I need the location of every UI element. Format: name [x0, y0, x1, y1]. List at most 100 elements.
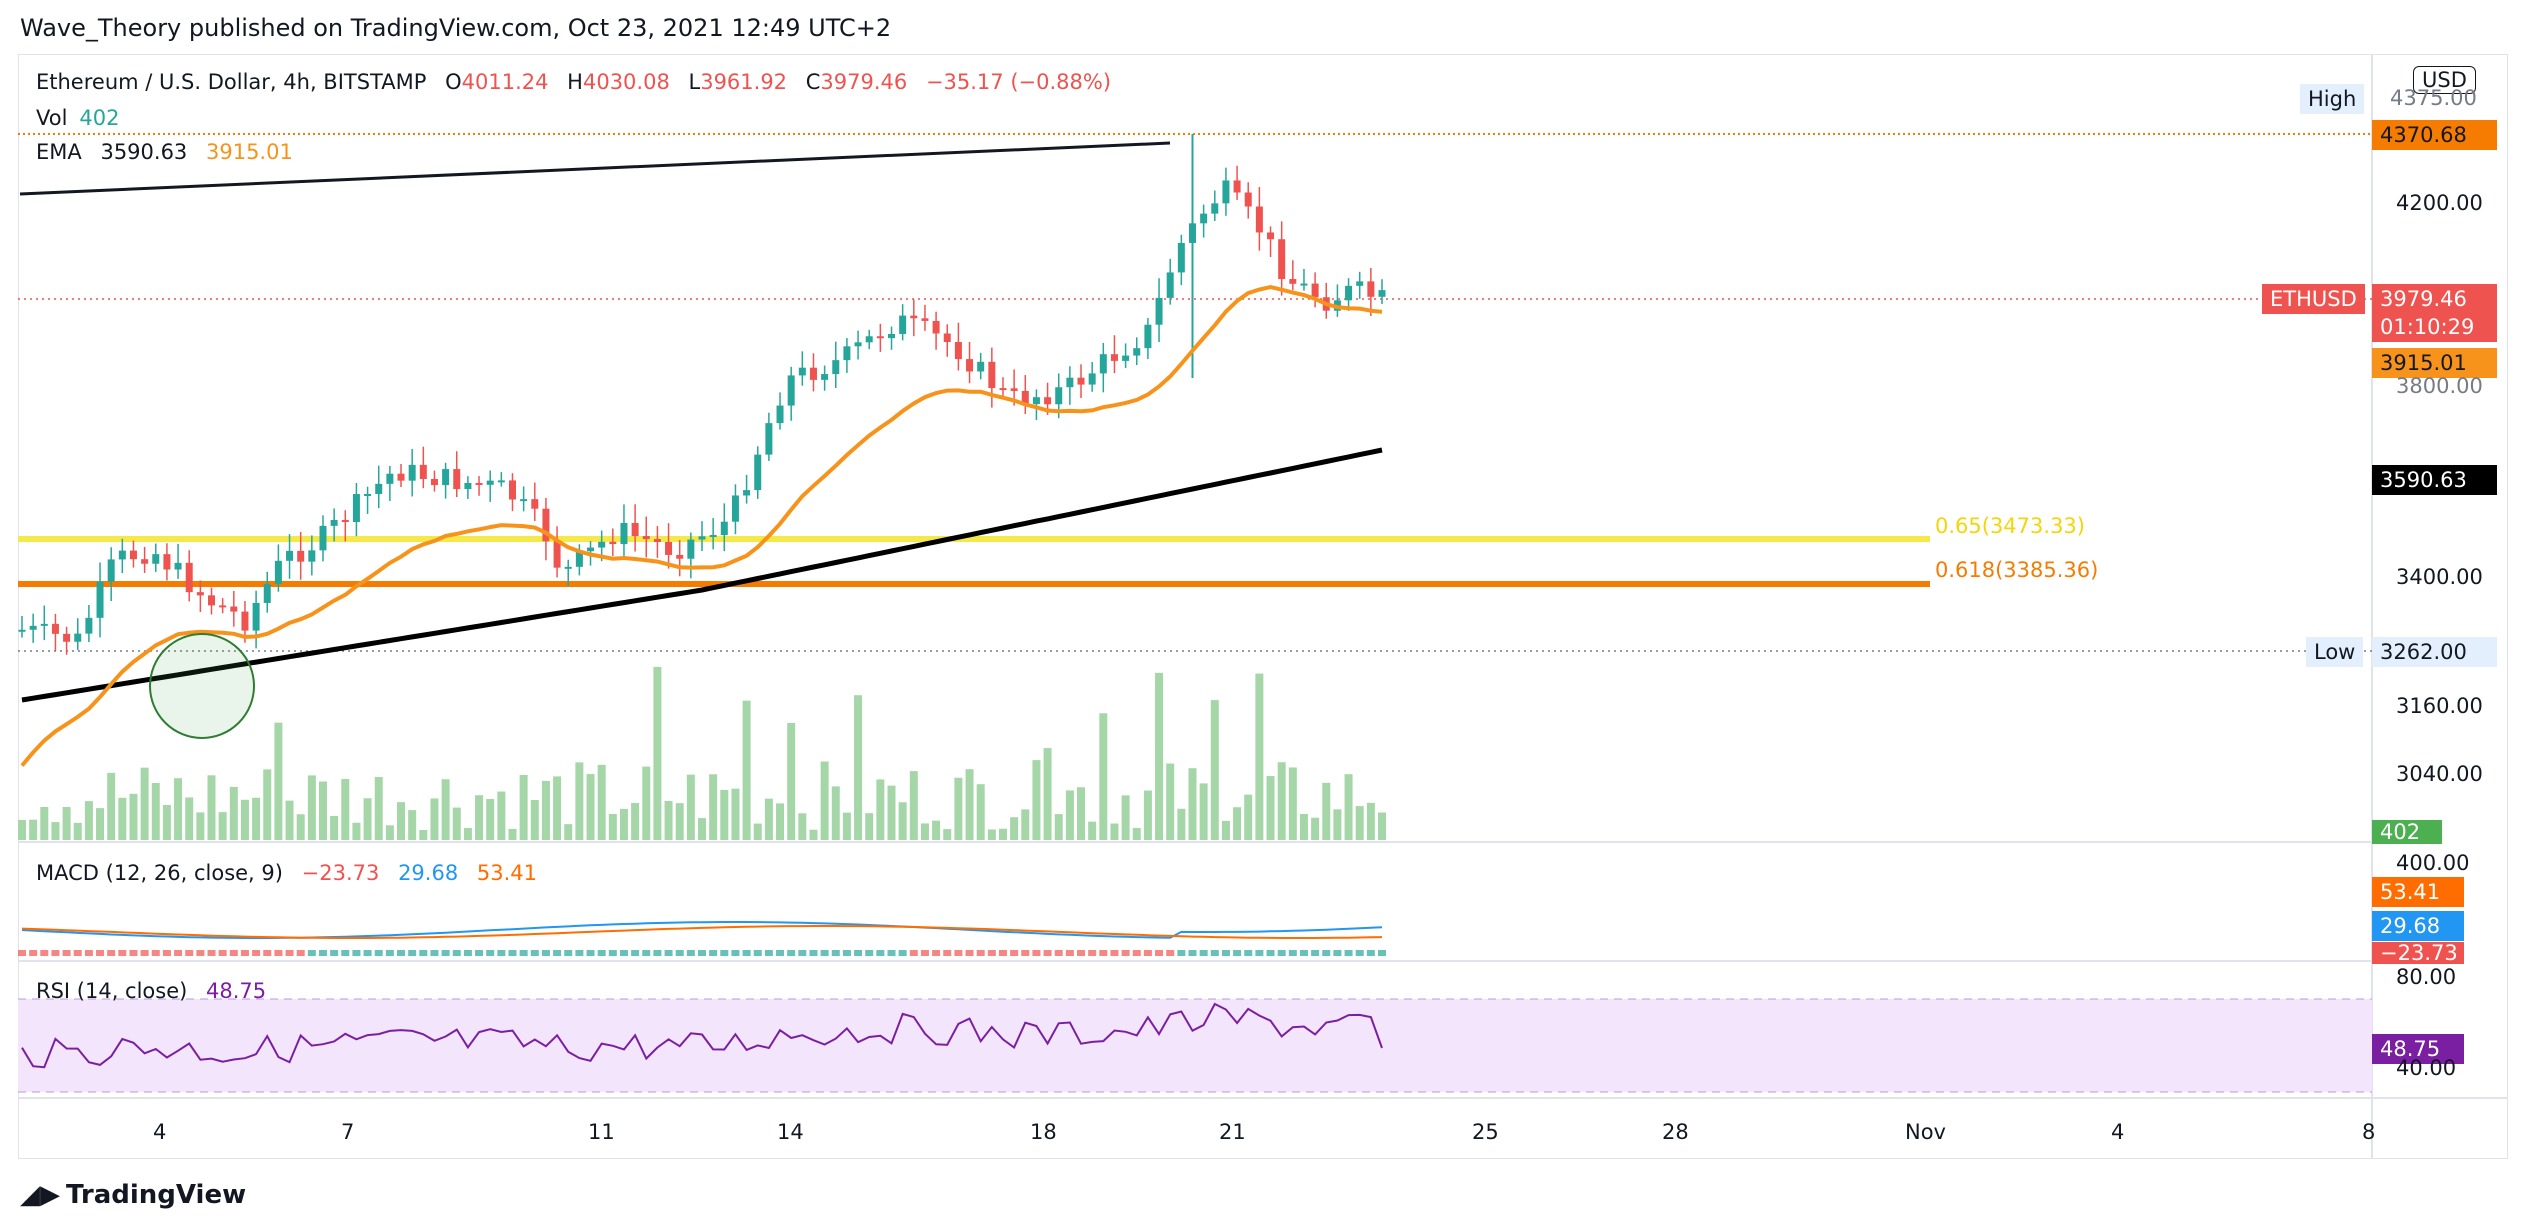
- macd-hist-bar: [631, 950, 640, 956]
- macd-hist-bar: [920, 950, 929, 956]
- macd-hist-bar: [1210, 950, 1219, 956]
- macd-hist-bar: [497, 950, 506, 956]
- candle-body: [1155, 297, 1163, 325]
- macd-hist-bar: [976, 950, 985, 956]
- macd-legend[interactable]: MACD (12, 26, close, 9) −23.73 29.68 53.…: [36, 861, 537, 885]
- candle-body: [687, 539, 695, 559]
- candle-body: [754, 454, 762, 491]
- tradingview-logo-icon: ◢▶: [20, 1180, 60, 1210]
- volume-bar: [954, 777, 963, 840]
- macd-hist-bar: [363, 950, 372, 956]
- candle-body: [620, 522, 628, 545]
- candle-body: [297, 550, 305, 562]
- candle-body: [1267, 232, 1275, 240]
- macd-hist-bar: [162, 950, 171, 956]
- volume-bar: [1333, 809, 1342, 840]
- volume-bar: [776, 803, 785, 840]
- macd-histogram: [18, 950, 1386, 956]
- candle-body: [1055, 387, 1063, 405]
- candle-body: [453, 469, 461, 490]
- candle-body: [51, 623, 59, 634]
- macd-hist-bar: [18, 950, 26, 956]
- macd-hist-bar: [731, 950, 740, 956]
- tradingview-logo[interactable]: ◢▶ TradingView: [20, 1180, 247, 1210]
- macd-hist-bar: [240, 950, 249, 956]
- volume-bar: [140, 767, 149, 840]
- high-value-tag: 4370.68: [2372, 120, 2497, 150]
- candle-body: [486, 480, 494, 485]
- macd-hist-bar: [151, 950, 160, 956]
- macd-hist-bar: [865, 950, 874, 956]
- candle-body: [1289, 279, 1297, 284]
- macd-hist-bar: [185, 950, 194, 956]
- currency-button[interactable]: USD: [2413, 66, 2476, 94]
- macd-hist-bar: [1110, 950, 1119, 956]
- candle-body: [1345, 285, 1353, 301]
- macd-hist-bar: [564, 950, 573, 956]
- volume-bar: [564, 824, 573, 840]
- macd-line-tag: 29.68: [2372, 911, 2464, 941]
- candle-body: [966, 359, 974, 372]
- chart-frame[interactable]: [18, 54, 2508, 1159]
- candle-body: [1144, 324, 1152, 349]
- candle-body: [85, 617, 93, 634]
- candle-body: [252, 602, 260, 631]
- macd-hist-bar: [530, 950, 539, 956]
- macd-hist-bar: [51, 950, 60, 956]
- publisher-line: Wave_Theory published on TradingView.com…: [20, 14, 892, 42]
- volume-bars: [18, 666, 1386, 840]
- ema-legend[interactable]: EMA 3590.63 3915.01: [36, 140, 293, 164]
- rsi-legend[interactable]: RSI (14, close) 48.75: [36, 979, 267, 1003]
- macd-hist-bar: [619, 950, 628, 956]
- symbol-legend[interactable]: Ethereum / U.S. Dollar, 4h, BITSTAMP O40…: [36, 70, 1135, 94]
- candle-body: [1177, 242, 1185, 273]
- macd-hist-bar: [296, 950, 305, 956]
- macd-hist-bar: [1143, 950, 1152, 956]
- candle-body: [587, 547, 595, 552]
- volume-legend[interactable]: Vol 402: [36, 106, 120, 130]
- candle-body: [129, 550, 137, 560]
- candle-body: [230, 606, 238, 612]
- candle-body: [910, 315, 918, 319]
- rsi-value-tag: 48.75: [2372, 1034, 2464, 1064]
- volume-bar: [107, 772, 116, 840]
- macd-hist-bar: [107, 950, 116, 956]
- macd-hist-bar: [397, 950, 406, 956]
- candle-body: [241, 611, 249, 631]
- candles: [18, 134, 1386, 655]
- macd-hist-bar: [1233, 950, 1242, 956]
- candle-body: [96, 581, 104, 618]
- candle-body: [364, 493, 372, 496]
- time-tick: 8: [2362, 1120, 2376, 1144]
- volume-bar: [720, 789, 729, 840]
- candle-body: [932, 320, 940, 334]
- candle-body: [40, 623, 48, 626]
- candle-body: [386, 473, 394, 484]
- volume-bar: [174, 778, 183, 840]
- volume-bar: [575, 762, 584, 840]
- macd-hist-bar: [742, 950, 751, 956]
- volume-bar: [1099, 713, 1108, 840]
- macd-hist-bar: [1333, 950, 1342, 956]
- macd-hist-bar: [174, 950, 183, 956]
- macd-hist-bar: [218, 950, 227, 956]
- candle-body: [520, 499, 528, 502]
- volume-bar: [1366, 802, 1375, 840]
- volume-bar: [842, 812, 851, 840]
- macd-hist-bar: [1132, 950, 1141, 956]
- volume-bar: [831, 786, 840, 840]
- volume-bar: [887, 785, 896, 840]
- macd-hist-bar: [809, 950, 818, 956]
- volume-bar: [820, 761, 829, 840]
- macd-hist-bar: [698, 950, 706, 956]
- volume-bar: [508, 828, 517, 840]
- volume-bar: [686, 774, 695, 840]
- candle-body: [720, 521, 728, 536]
- macd-hist-bar: [1077, 950, 1086, 956]
- candle-body: [1122, 355, 1130, 361]
- macd-hist-bar: [73, 950, 82, 956]
- macd-hist-bar: [753, 950, 762, 956]
- volume-bar: [943, 829, 952, 840]
- volume-bar: [486, 798, 495, 840]
